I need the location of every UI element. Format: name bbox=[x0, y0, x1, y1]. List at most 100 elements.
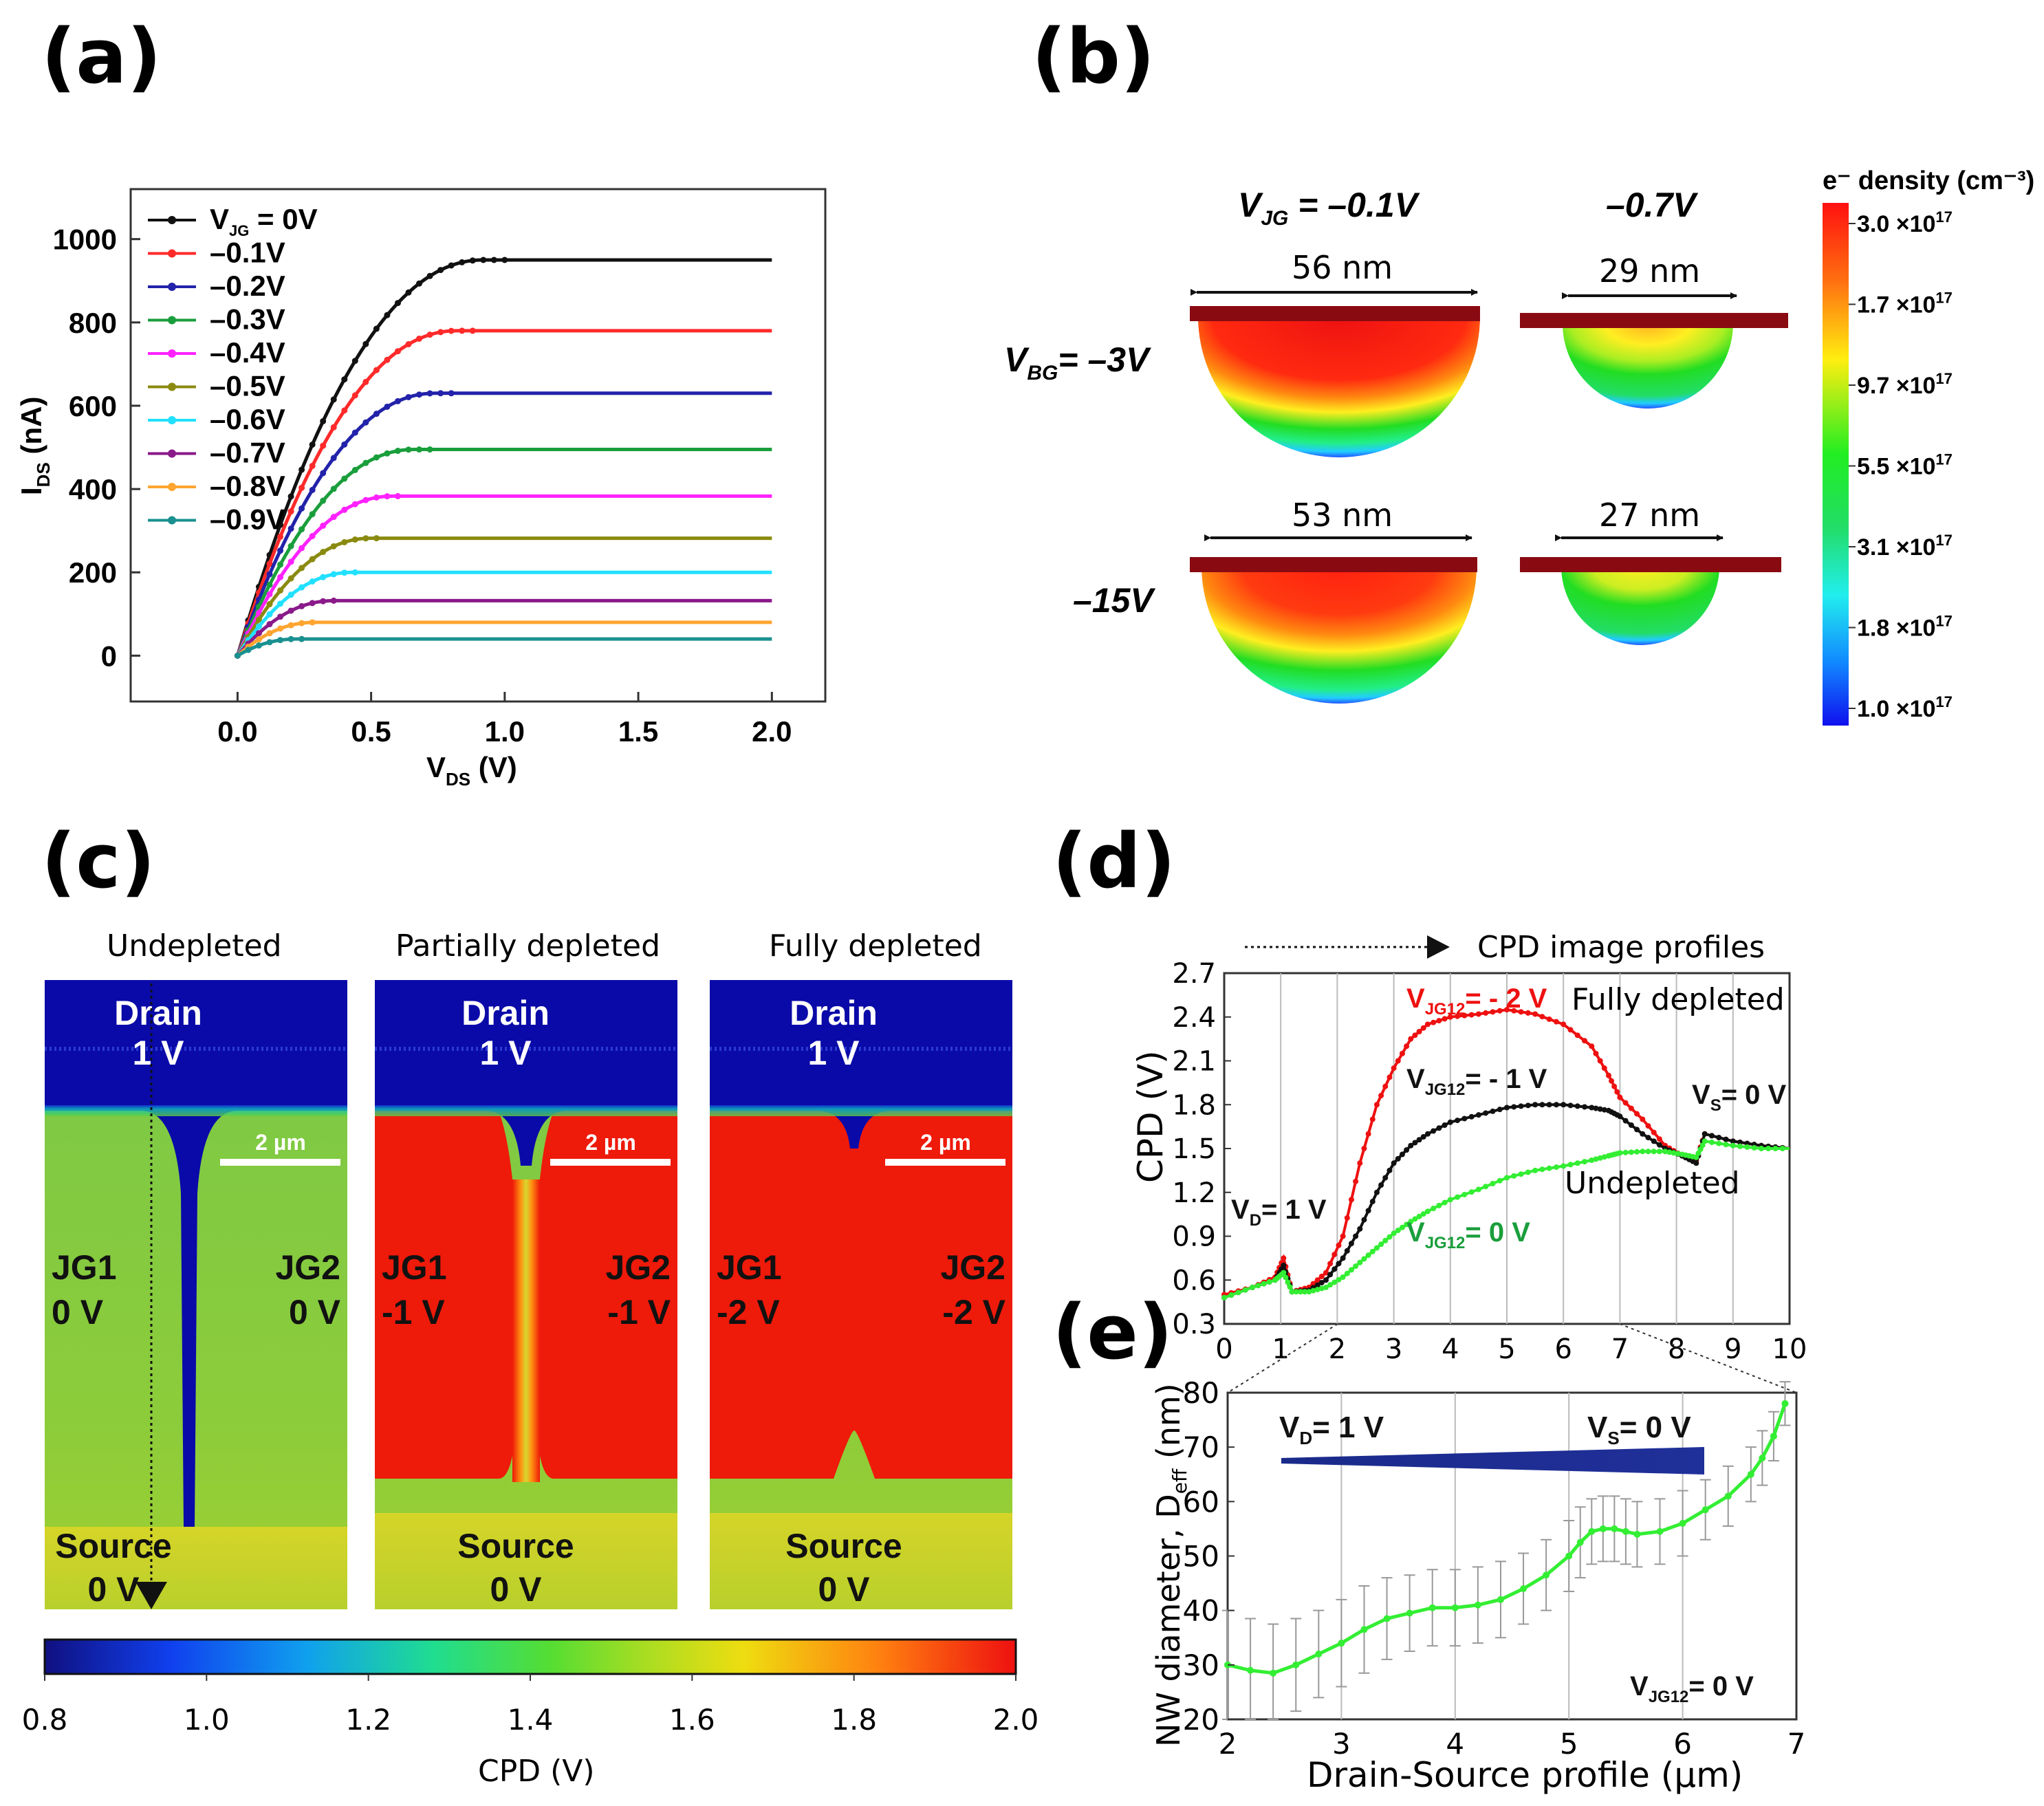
a-series bbox=[234, 535, 772, 659]
d-point bbox=[1561, 1163, 1567, 1169]
d-point bbox=[1261, 1281, 1267, 1287]
a-series-line bbox=[236, 620, 772, 657]
d-point bbox=[1412, 1032, 1418, 1038]
a-point bbox=[255, 642, 262, 649]
c-drain-region bbox=[375, 980, 677, 1166]
e-point bbox=[1497, 1596, 1504, 1603]
d-point bbox=[1628, 1122, 1634, 1128]
e-xtick-label: 2 bbox=[1219, 1727, 1237, 1761]
d-point bbox=[1348, 1241, 1354, 1247]
d-xtick-label: 0 bbox=[1215, 1334, 1232, 1365]
d-point bbox=[1634, 1111, 1640, 1117]
c-jg1-label: JG1 bbox=[52, 1248, 117, 1287]
d-point bbox=[1373, 1245, 1380, 1251]
d-point bbox=[1651, 1138, 1657, 1144]
a-point bbox=[266, 561, 273, 567]
d-ytick-label: 2.1 bbox=[1172, 1046, 1216, 1078]
d-point bbox=[1723, 1136, 1729, 1142]
d-point bbox=[1593, 1156, 1599, 1162]
d-ytick-label: 1.5 bbox=[1172, 1133, 1216, 1165]
a-point bbox=[277, 561, 284, 568]
d-point bbox=[1553, 1164, 1559, 1171]
a-point bbox=[298, 466, 305, 473]
d-point bbox=[1758, 1146, 1764, 1151]
d-point bbox=[1546, 1102, 1552, 1108]
b-dim-4: 27 nm bbox=[1599, 497, 1700, 534]
d-point bbox=[1287, 1284, 1293, 1290]
d-point bbox=[1511, 1104, 1517, 1110]
a-point bbox=[266, 591, 273, 598]
a-point bbox=[437, 390, 444, 397]
e-point bbox=[1520, 1585, 1527, 1592]
d-point bbox=[1412, 1216, 1418, 1222]
a-point bbox=[277, 600, 284, 607]
d-point bbox=[1645, 1123, 1651, 1129]
d-point bbox=[1408, 1142, 1414, 1149]
e-point bbox=[1247, 1666, 1254, 1674]
a-point bbox=[330, 543, 337, 550]
d-point bbox=[1373, 1189, 1380, 1195]
e-point bbox=[1622, 1527, 1629, 1535]
a-point bbox=[384, 450, 391, 457]
d-point bbox=[1391, 1230, 1397, 1237]
d-arrow-label: CPD image profiles bbox=[1477, 930, 1765, 965]
d-point bbox=[1436, 1202, 1442, 1208]
e-point bbox=[1315, 1651, 1323, 1657]
c-jg2-label: JG2 bbox=[605, 1248, 671, 1287]
a-legend-label: –0.2V bbox=[210, 270, 285, 302]
d-point bbox=[1561, 1021, 1567, 1027]
c-drain-region bbox=[45, 980, 347, 1527]
c-jg1-label: JG1 bbox=[382, 1248, 447, 1287]
c-source-label: Source bbox=[55, 1527, 172, 1565]
e-point bbox=[1383, 1615, 1391, 1622]
a-point bbox=[277, 521, 284, 528]
d-point bbox=[1532, 1167, 1539, 1173]
d-point bbox=[1404, 1043, 1410, 1049]
d-point bbox=[1553, 1102, 1559, 1108]
d-point bbox=[1567, 1102, 1574, 1109]
c-source-label: Source bbox=[785, 1527, 902, 1565]
c-title-2: Partially depleted bbox=[395, 928, 660, 964]
d-point bbox=[1336, 1242, 1342, 1248]
a-point bbox=[320, 442, 327, 449]
d-point bbox=[1353, 1178, 1359, 1184]
d-point bbox=[1424, 1021, 1431, 1027]
d-point bbox=[1314, 1277, 1320, 1283]
c-profile-arrow-icon bbox=[135, 1582, 167, 1609]
d-point bbox=[1511, 1008, 1517, 1014]
e-point bbox=[1599, 1525, 1607, 1532]
a-point bbox=[287, 508, 294, 515]
d-point bbox=[1221, 1294, 1227, 1301]
a-point bbox=[341, 569, 348, 576]
a-point bbox=[266, 611, 273, 618]
a-point bbox=[266, 571, 273, 578]
d-xtick-label: 9 bbox=[1724, 1334, 1741, 1365]
a-point bbox=[437, 329, 444, 336]
d-point bbox=[1589, 1157, 1595, 1163]
a-point bbox=[320, 497, 327, 504]
a-point bbox=[320, 522, 327, 529]
d-point bbox=[1511, 1173, 1517, 1179]
d-point bbox=[1461, 1116, 1468, 1122]
d-point bbox=[1497, 1107, 1503, 1113]
d-point bbox=[1497, 1008, 1503, 1014]
d-ann-z: VJG12= 0 V bbox=[1406, 1217, 1530, 1252]
b-cb-tick-label: 1.0 ×1017 bbox=[1857, 693, 1953, 722]
d-point bbox=[1447, 1014, 1453, 1020]
e-point bbox=[1701, 1506, 1709, 1514]
d-point bbox=[1553, 1019, 1559, 1025]
b-row2-label: –15V bbox=[1073, 581, 1155, 620]
d-point bbox=[1297, 1289, 1303, 1295]
chart-d: CPD image profiles 0 1 2 3 4 5 6 7 8 9 10 0.3 0.6 0.9… bbox=[1131, 930, 1807, 1365]
e-point bbox=[1565, 1552, 1573, 1560]
d-point bbox=[1378, 1092, 1384, 1098]
d-point bbox=[1772, 1146, 1779, 1151]
b-cb-tick-label: 3.1 ×1017 bbox=[1857, 532, 1953, 561]
d-point bbox=[1387, 1167, 1393, 1173]
a-point bbox=[459, 327, 466, 334]
d-point bbox=[1622, 1100, 1629, 1106]
a-point bbox=[448, 262, 455, 269]
d-point bbox=[1651, 1129, 1657, 1135]
d-point bbox=[1365, 1131, 1371, 1137]
e-point bbox=[1451, 1604, 1459, 1611]
